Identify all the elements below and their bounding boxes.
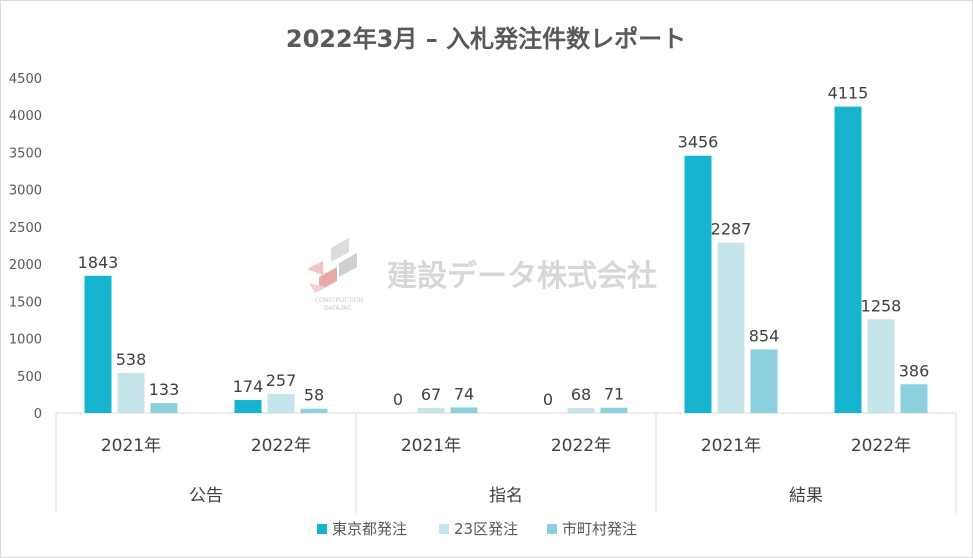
data-label: 257 [266, 371, 297, 390]
data-label: 133 [149, 380, 180, 399]
y-tick-label: 3500 [9, 146, 42, 161]
data-label: 0 [543, 390, 553, 409]
bar [84, 275, 112, 413]
x-tick-label: 2022年 [251, 436, 311, 456]
x-tick-label: 2022年 [551, 436, 611, 456]
bar [600, 407, 628, 413]
bar [900, 384, 928, 413]
data-label: 4115 [828, 84, 869, 103]
data-label: 74 [454, 384, 474, 403]
x-group-label: 結果 [789, 486, 823, 506]
bar [267, 393, 295, 413]
bar [684, 155, 712, 413]
bar [417, 408, 445, 413]
x-group-label: 指名 [489, 486, 523, 506]
data-label: 3456 [678, 133, 719, 152]
data-label: 68 [571, 385, 591, 404]
bar [834, 106, 862, 414]
chart-title: 2022年3月 – 入札発注件数レポート [286, 25, 686, 53]
y-tick-label: 2500 [9, 221, 42, 236]
bar [234, 400, 262, 413]
bar [750, 349, 778, 413]
legend-label: 23区発注 [454, 520, 518, 538]
y-tick-label: 500 [17, 370, 42, 385]
axis-layer: 0 500 1000 1500 2000 2500 3000 3500 4000 4500 2021… [9, 72, 957, 513]
y-tick-label: 0 [34, 407, 42, 422]
legend: 東京都発注 23区発注 市町村発注 [317, 520, 637, 538]
bar [867, 319, 895, 413]
legend-label: 市町村発注 [562, 520, 637, 538]
x-group-label: 公告 [189, 486, 223, 506]
data-label: 71 [604, 385, 624, 404]
data-label: 2287 [711, 220, 752, 239]
legend-swatch [439, 524, 449, 534]
company-logo-icon [307, 238, 357, 293]
data-label: 1258 [861, 296, 902, 315]
y-tick-label: 3000 [9, 184, 42, 199]
data-label: 0 [393, 390, 403, 409]
x-tick-label: 2022年 [851, 436, 911, 456]
legend-swatch [547, 524, 557, 534]
bars-layer [84, 106, 928, 414]
x-tick-label: 2021年 [701, 436, 761, 456]
data-label: 174 [233, 377, 264, 396]
bar [567, 407, 595, 413]
watermark-company-name: 建設データ株式会社 [387, 259, 657, 294]
watermark: CONSTRUCTION DATA,INC. 建設データ株式会社 [307, 238, 657, 312]
x-tick-label: 2021年 [101, 436, 161, 456]
bar [717, 242, 745, 413]
bar [150, 403, 178, 413]
y-tick-label: 1000 [9, 333, 42, 348]
data-label: 386 [899, 361, 930, 380]
watermark-subtext-line2: DATA,INC. [324, 305, 354, 312]
data-label: 1843 [78, 253, 119, 272]
watermark-subtext-line1: CONSTRUCTION [315, 297, 363, 304]
y-tick-label: 1500 [9, 295, 42, 310]
data-label: 67 [421, 385, 441, 404]
labels-layer: 1843 174 0 0 3456 4115 538 257 67 68 2287 1258 133 58… [78, 84, 930, 409]
bar [450, 407, 478, 413]
y-tick-label: 4000 [9, 109, 42, 124]
data-label: 538 [116, 350, 147, 369]
x-tick-label: 2021年 [401, 436, 461, 456]
data-label: 854 [749, 326, 780, 345]
bar [117, 372, 145, 413]
legend-label: 東京都発注 [332, 520, 407, 538]
legend-swatch [317, 524, 327, 534]
y-tick-label: 4500 [9, 72, 42, 87]
bar [300, 408, 328, 413]
data-label: 58 [304, 386, 324, 405]
y-tick-label: 2000 [9, 258, 42, 273]
